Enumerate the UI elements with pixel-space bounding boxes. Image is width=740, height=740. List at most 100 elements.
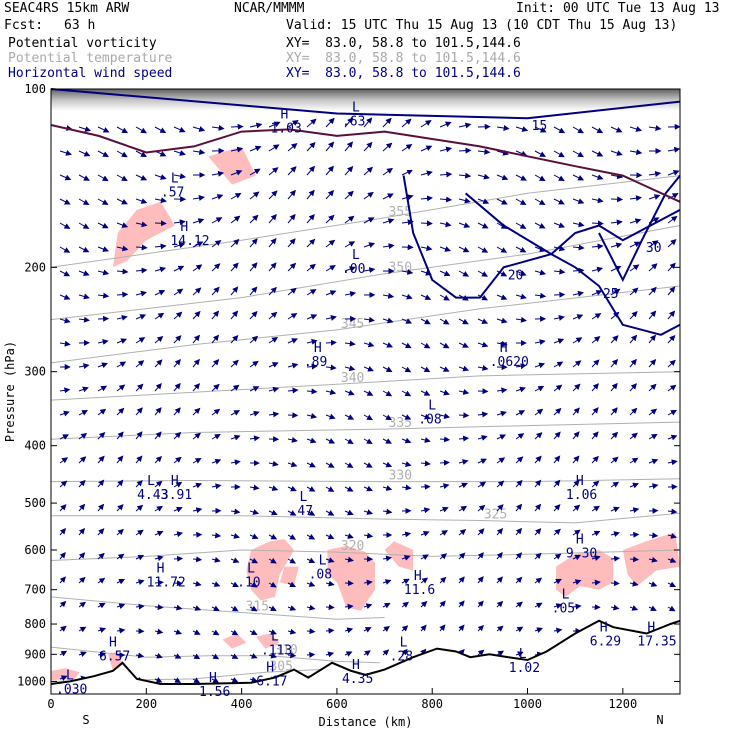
wind-vector — [78, 527, 86, 536]
wind-vector — [515, 198, 527, 205]
wind-vector — [496, 387, 508, 394]
wind-vector — [325, 265, 336, 272]
wind-vector — [534, 339, 546, 346]
wind-vector — [78, 150, 91, 157]
wind-vector — [173, 150, 186, 156]
wind-vector — [325, 290, 337, 296]
pv-extremum-value: 4.43 — [137, 488, 168, 503]
wind-vector — [344, 266, 356, 272]
wind-vector — [477, 458, 488, 465]
wind-vector — [287, 213, 296, 224]
wind-vector — [401, 601, 410, 608]
wind-vector — [306, 165, 316, 176]
wind-vector — [648, 433, 658, 440]
wind-vector — [667, 384, 677, 392]
pv-extremum-marker: H — [352, 658, 360, 673]
wind-vector — [97, 577, 106, 584]
y-axis-label: Pressure (hPa) — [3, 341, 17, 442]
wind-vector — [553, 198, 565, 205]
theta-isentrope — [50, 225, 681, 321]
wind-vector — [173, 555, 184, 562]
wind-vector — [249, 653, 258, 659]
wind-vector — [515, 270, 527, 276]
wind-vector — [401, 293, 413, 300]
wind-vector — [306, 214, 315, 224]
wind-vector — [268, 386, 280, 393]
pv-extremum-value: .28 — [390, 650, 413, 665]
wind-vector — [553, 504, 561, 512]
wind-vector — [572, 360, 582, 368]
x-tick-label: 0 — [47, 697, 54, 711]
wind-vector — [648, 194, 661, 200]
wind-vector — [591, 383, 599, 392]
wind-vector — [439, 294, 450, 301]
terrain-fill — [51, 620, 680, 694]
pv-extremum-marker: L — [271, 630, 279, 645]
wind-vector — [382, 461, 393, 468]
wind-vector — [648, 286, 657, 296]
wind-vector — [154, 604, 164, 611]
wind-vector — [211, 286, 220, 296]
pv-extremum-value: 1.03 — [270, 121, 301, 136]
wind-vector — [287, 362, 299, 369]
wind-vector — [306, 314, 318, 320]
wind-vector — [97, 126, 110, 133]
wind-vector — [211, 310, 220, 320]
wind-vector — [59, 457, 69, 464]
wind-vector — [154, 677, 163, 683]
wind-vector — [78, 246, 90, 253]
wind-vector — [477, 173, 490, 180]
wind-vector — [325, 339, 337, 346]
wind-vector — [268, 144, 280, 152]
wind-speed-contour — [464, 192, 681, 336]
wind-vector — [344, 241, 356, 248]
pv-extremum-marker: L — [352, 248, 360, 263]
wind-vector — [496, 552, 503, 560]
wind-vector — [610, 265, 622, 272]
wind-vector — [59, 527, 67, 536]
wind-vector — [306, 510, 316, 516]
wind-vector — [192, 149, 206, 155]
wind-vector — [249, 262, 258, 272]
wind-vector — [287, 120, 299, 128]
wind-vector — [97, 528, 105, 536]
y-tick-label: 100 — [24, 82, 46, 96]
wind-vector — [306, 238, 316, 248]
wind-vector — [97, 432, 106, 440]
wind-vector — [192, 218, 205, 224]
wind-vector — [211, 458, 222, 465]
wind-vector — [439, 506, 449, 513]
wind-vector — [420, 601, 428, 608]
init-time: Init: 00 UTC Tue 13 Aug 13 — [516, 1, 720, 16]
pv-extremum-marker: L — [352, 101, 360, 116]
wind-vector — [268, 652, 278, 659]
wind-vector — [477, 552, 484, 560]
wind-vector — [420, 437, 431, 443]
wind-vector — [154, 407, 162, 416]
pv-extremum-marker: L — [171, 172, 179, 187]
wind-vector — [116, 222, 129, 228]
wind-vector — [477, 624, 485, 632]
pv-extremum-marker: H — [600, 621, 608, 636]
wind-vector — [249, 238, 258, 248]
wind-vector — [648, 408, 658, 416]
wind-vector — [591, 266, 604, 273]
wind-vector — [458, 389, 470, 395]
wind-vector — [154, 126, 167, 133]
wind-speed-label: 25 — [603, 287, 619, 302]
wind-vector — [268, 411, 280, 418]
wind-vector — [173, 531, 184, 538]
wind-vector — [154, 480, 163, 488]
wind-vector — [534, 385, 545, 392]
pv-extremum-value: .89 — [304, 355, 327, 370]
wind-vector — [534, 269, 547, 276]
wind-vector — [363, 366, 374, 372]
wind-vector — [648, 240, 659, 248]
wind-vector — [439, 389, 450, 396]
wind-vector — [382, 438, 392, 444]
wind-vector — [363, 485, 373, 492]
wind-vector — [458, 482, 468, 489]
wind-vector — [268, 605, 277, 611]
wind-vector — [363, 267, 376, 274]
wind-speed-label: 15 — [532, 119, 548, 134]
